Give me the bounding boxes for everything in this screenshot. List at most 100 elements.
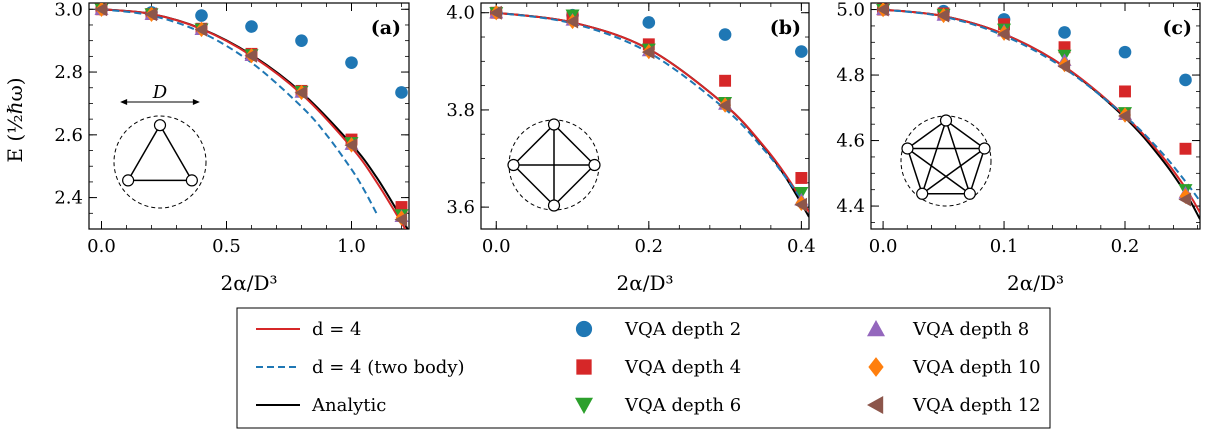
x-tick-label: 0.5 [212,236,241,257]
point-vqa-depth-12 [394,212,408,227]
inset-node [185,174,198,187]
axes-frame [480,2,810,230]
panel-label: (a) [371,17,401,39]
point-vqa-depth-12 [1118,109,1131,123]
panel-c: 0.0 0.1 0.2 4.4 4.6 4.8 5.0 2α/D³ (c) [836,0,1201,295]
plot-area [94,3,409,229]
plot-area [876,3,1200,220]
point-vqa-depth-12 [144,7,158,22]
inset-node [507,158,520,172]
inset-edge [907,119,947,150]
inset-arrow-right-head [192,99,200,105]
point-vqa-depth-12 [794,197,807,212]
point-vqa-depth-2 [1058,26,1071,39]
y-tick-label: 3.6 [446,197,475,218]
y-tick-label: 4.8 [836,65,865,86]
curve-d-4 [101,8,407,229]
inset-node [901,142,914,155]
legend-handle-marker [868,357,884,377]
point-vqa-depth-2 [795,45,808,58]
inset-node [939,114,953,127]
y-tick-label: 2.6 [54,125,83,146]
point-vqa-depth-12 [876,3,889,17]
legend-label: VQA depth 10 [912,357,1041,378]
inset-node [978,142,991,155]
inset-node [916,187,929,200]
point-vqa-depth-2 [295,34,308,47]
legend-label: Analytic [311,395,386,416]
legend-label: d = 4 (two body) [312,357,465,378]
point-vqa-depth-4 [395,201,408,213]
point-vqa-depth-12 [489,5,502,20]
x-tick-label: 0.0 [482,236,511,257]
x-axis-label: 2α/D³ [616,271,673,295]
point-vqa-depth-2 [195,9,208,22]
inset-edge [921,120,947,194]
y-tick-label: 4.4 [836,196,865,217]
curve-d-4 [882,8,1200,214]
x-tick-label: 0.2 [1111,236,1140,257]
x-axis-label: 2α/D³ [1007,271,1064,295]
legend-label: d = 4 [312,319,362,340]
point-vqa-depth-2 [395,86,408,99]
point-vqa-depth-4 [1058,41,1071,54]
point-vqa-depth-12 [936,8,950,23]
curve-d-4-two-body- [882,8,1200,202]
x-axis-label: 2α/D³ [220,271,277,295]
curve-d-4-two-body- [101,8,378,214]
inset-node [588,158,601,172]
legend-label: VQA depth 12 [912,395,1041,416]
y-tick-label: 5.0 [836,0,865,21]
point-vqa-depth-2 [345,56,358,69]
inset-edge [159,124,193,181]
inset-edge [512,123,555,166]
legend-handle-marker [867,396,884,414]
plot-area [489,5,809,218]
inset-edge [945,120,971,194]
legend: d = 4 d = 4 (two body) Analytic VQA depth 2… [236,307,1051,429]
legend-handle-marker [867,320,885,337]
inset-edge [553,164,596,207]
inset-node [153,119,167,132]
inset-arrow-left-head [120,99,128,105]
curve-analytic [101,8,409,229]
point-vqa-depth-12 [718,98,731,113]
point-vqa-depth-2 [1179,73,1192,87]
inset-edge [906,148,923,194]
point-vqa-depth-2 [245,20,258,33]
x-tick-label: 0.4 [787,236,816,257]
inset-edge [553,123,596,166]
inset-node [547,118,561,131]
inset-label: D [152,82,168,103]
y-tick-label: 4.0 [446,3,475,24]
inset-edge [512,164,555,207]
y-tick-label: 3.8 [446,100,475,121]
point-vqa-depth-12 [344,138,358,153]
inset-dashed-circle [113,115,207,209]
panel-a: 0.0 0.5 1.0 2.4 2.6 2.8 3.0 2α/D³ (a) D [54,0,410,295]
legend-handle-marker [575,397,593,414]
inset-dashed-circle [900,115,992,207]
point-vqa-depth-12 [641,45,655,60]
point-vqa-depth-4 [1119,85,1131,98]
y-tick-label: 4.6 [836,131,865,152]
panel-label: (b) [770,17,801,39]
x-tick-label: 0.1 [990,236,1019,257]
panel-label: (c) [1162,17,1192,39]
point-vqa-depth-12 [94,3,108,17]
panel-b: 0.0 0.2 0.4 3.6 3.8 4.0 2α/D³ (b) [446,2,816,295]
point-vqa-depth-12 [565,14,579,29]
y-tick-label: 2.4 [54,188,83,209]
x-tick-label: 0.0 [869,236,898,257]
x-tick-label: 0.0 [87,236,116,257]
legend-handle-marker [576,359,592,375]
x-tick-label: 1.0 [337,236,366,257]
x-tick-label: 0.2 [634,236,663,257]
inset-edge [907,147,971,195]
point-vqa-depth-12 [1057,59,1071,74]
inset-node [963,187,976,200]
point-vqa-depth-2 [1118,45,1132,59]
point-vqa-depth-4 [1179,142,1192,155]
point-vqa-depth-12 [194,22,208,37]
